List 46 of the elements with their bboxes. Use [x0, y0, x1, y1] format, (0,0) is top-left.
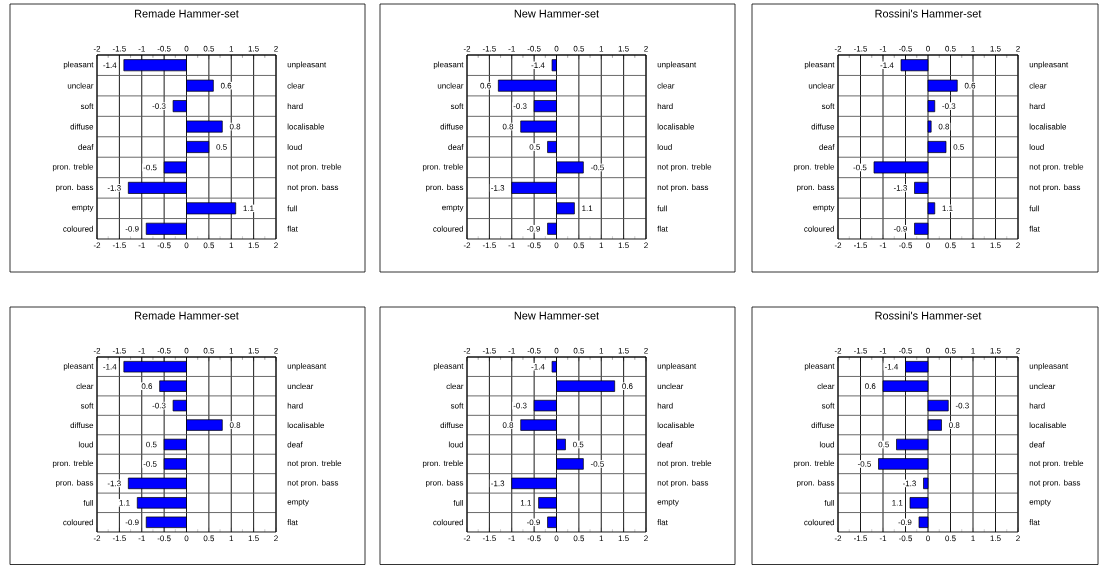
- bar: [556, 380, 616, 392]
- bar: [533, 399, 557, 412]
- bar: [918, 516, 929, 528]
- chart-title: New Hammer-set: [514, 311, 600, 320]
- chart-title: Remade Hammer-set: [135, 311, 239, 320]
- bar: [914, 181, 929, 194]
- bar: [878, 458, 929, 470]
- bar: [927, 100, 936, 113]
- bar: [914, 222, 929, 235]
- chart-title: Rossini's Hammer-set: [875, 311, 982, 320]
- bar: [186, 120, 223, 133]
- bar: [533, 100, 557, 113]
- bar: [511, 181, 557, 194]
- bar: [547, 222, 557, 235]
- bar: [520, 120, 557, 133]
- bar: [538, 497, 557, 509]
- chart-title: New Hammer-set: [514, 9, 600, 18]
- bar: [927, 120, 932, 133]
- bar: [556, 438, 566, 451]
- bar: [163, 161, 187, 174]
- bar: [882, 380, 929, 392]
- bar: [497, 79, 557, 92]
- bar: [556, 202, 575, 215]
- bar: [927, 419, 942, 431]
- bar: [186, 79, 214, 92]
- bar: [556, 458, 584, 470]
- bar: [927, 141, 947, 153]
- bar: [186, 202, 237, 215]
- bar: [127, 181, 187, 194]
- bar: [896, 438, 929, 451]
- bar: [186, 141, 210, 153]
- bar: [511, 477, 557, 490]
- bar: [909, 497, 929, 509]
- bar: [547, 516, 557, 528]
- bar: [145, 222, 187, 235]
- bar: [172, 100, 187, 113]
- chart-title: Remade Hammer-set: [135, 9, 239, 18]
- bar: [556, 161, 584, 174]
- bar: [923, 477, 929, 490]
- bar: [927, 399, 949, 412]
- bar: [547, 141, 557, 153]
- bar: [927, 202, 936, 215]
- chart-title: Rossini's Hammer-set: [875, 9, 982, 18]
- bar: [873, 161, 929, 174]
- bar: [927, 79, 958, 92]
- bar: [520, 419, 557, 431]
